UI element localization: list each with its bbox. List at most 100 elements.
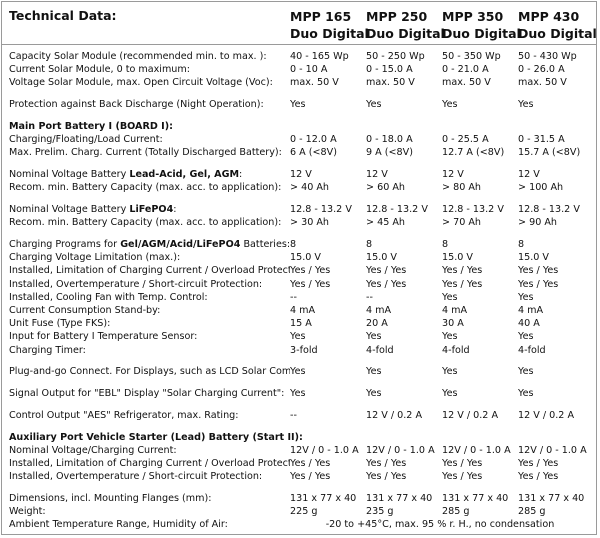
spec-value: Yes [442, 331, 458, 343]
spec-value: Yes [518, 366, 534, 378]
spec-value: Yes / Yes [442, 471, 483, 483]
spec-value: max. 50 V [518, 77, 567, 89]
spec-label: Current Consumption Stand-by: [9, 304, 161, 316]
model-name: Duo Digital [366, 26, 445, 41]
spec-label: Charging Voltage Limitation (max.): [9, 252, 181, 264]
label-part: Nominal Voltage Battery [9, 169, 130, 181]
spec-value: 131 x 77 x 40 [442, 493, 509, 504]
spec-label: Installed, Limitation of Charging Curren… [9, 265, 290, 277]
spec-value: Yes [442, 388, 458, 400]
spec-row: Installed, Overtemperature / Short-circu… [2, 278, 596, 291]
spec-value: 225 g [290, 506, 318, 518]
model-name: MPP 350 [442, 9, 504, 24]
spec-value: 0 - 18.0 A [366, 134, 413, 146]
spec-label: Signal Output for "EBL" Display "Solar C… [9, 388, 285, 400]
spec-label: Ambient Temperature Range, Humidity of A… [9, 519, 228, 531]
spec-value: Yes / Yes [442, 265, 483, 277]
spec-row: Installed, Limitation of Charging Curren… [2, 457, 596, 470]
spec-value: 15.0 V [442, 252, 473, 264]
spec-value: 12V / 0 - 1.0 A [442, 444, 511, 456]
spec-value: 15.0 V [366, 252, 397, 264]
model-name: Duo Digital [442, 26, 521, 41]
spec-row: Nominal Voltage Battery LiFePO4: 12.8 - 1… [2, 203, 596, 216]
spec-value: 8 [290, 239, 297, 251]
spec-value: 12 V [366, 169, 388, 181]
spec-row: Charging Voltage Limitation (max.): 15.0 … [2, 251, 596, 264]
table-header: Technical Data: MPP 165 Duo Digital MPP 25… [2, 2, 597, 45]
spec-row: Weight: 225 g 235 g 285 g 285 g [2, 505, 596, 518]
label-part: Lead-Acid, Gel, AGM [129, 169, 240, 181]
spec-value: max. 50 V [290, 77, 339, 89]
spec-value: 12 V / 0.2 A [366, 409, 423, 421]
row-group: Main Port Battery I (BOARD I): Charging/F… [2, 120, 596, 160]
row-group: Nominal Voltage Battery Lead-Acid, Gel, … [2, 168, 596, 194]
spec-row: Control Output "AES" Refrigerator, max. … [2, 409, 596, 422]
spec-value: 131 x 77 x 40 [290, 493, 357, 504]
spec-value: Yes [290, 99, 306, 111]
row-group: Plug-and-go Connect. For Displays, such … [2, 365, 596, 378]
spec-row: Protection against Back Discharge (Night… [2, 98, 596, 111]
spec-value: > 40 Ah [290, 182, 329, 194]
spec-row: Signal Output for "EBL" Display "Solar C… [2, 387, 596, 400]
row-group: Charging Programs for Gel/AGM/Acid/LiFeP… [2, 238, 596, 357]
spec-label: Charging/Floating/Load Current: [9, 134, 163, 146]
spec-row: Plug-and-go Connect. For Displays, such … [2, 365, 596, 378]
spec-value: 12 V [290, 169, 312, 181]
spec-label: Voltage Solar Module, max. Open Circuit … [9, 77, 273, 89]
spec-value: 0 - 15.0 A [366, 64, 413, 76]
spec-value: 0 - 21.0 A [442, 64, 489, 76]
spec-value: > 30 Ah [290, 217, 329, 229]
spec-value: 30 A [442, 318, 464, 330]
spec-value: Yes [290, 331, 306, 343]
spec-value: Yes / Yes [442, 458, 483, 470]
spec-row: Installed, Overtemperature / Short-circu… [2, 470, 596, 483]
spec-value: 12V / 0 - 1.0 A [518, 444, 587, 456]
spec-value: Yes [518, 99, 534, 111]
spec-value: Yes [442, 291, 458, 303]
spec-row: Charging Programs for Gel/AGM/Acid/LiFeP… [2, 238, 596, 251]
spec-value: Yes [290, 388, 306, 400]
spec-row: Unit Fuse (Type FKS): 15 A 20 A 30 A 40 A [2, 317, 596, 330]
model-name: Duo Digital [290, 26, 369, 41]
spec-row: Current Consumption Stand-by: 4 mA 4 mA 4 m… [2, 304, 596, 317]
spec-value: Yes / Yes [366, 471, 407, 483]
spec-label: Capacity Solar Module (recommended min. … [9, 51, 267, 62]
spec-value: Yes / Yes [518, 278, 559, 290]
spec-row: Current Solar Module, 0 to maximum: 0 - 1… [2, 63, 596, 76]
spec-value: 40 - 165 Wp [290, 51, 349, 62]
spec-value: 4 mA [442, 304, 468, 316]
model-header: MPP 250 Duo Digital [366, 2, 445, 44]
spec-value: 50 - 250 Wp [366, 51, 425, 62]
spec-value: 8 [366, 239, 373, 251]
label-part: LiFePO4 [129, 204, 174, 216]
spec-value: Yes / Yes [518, 265, 559, 277]
model-header: MPP 430 Duo Digital [518, 2, 597, 44]
spec-value: Yes / Yes [518, 471, 559, 483]
spec-row: Charging Timer: 3-fold 4-fold 4-fold 4-fold [2, 344, 596, 357]
section-heading: Auxiliary Port Vehicle Starter (Lead) Ba… [9, 431, 303, 443]
spec-value: 285 g [518, 506, 546, 518]
spec-row: Ambient Temperature Range, Humidity of A… [2, 518, 596, 531]
spec-value: 4 mA [290, 304, 316, 316]
row-group: Auxiliary Port Vehicle Starter (Lead) Ba… [2, 431, 596, 484]
spec-value: 4 mA [366, 304, 392, 316]
spec-value: > 70 Ah [442, 217, 481, 229]
spec-label: Dimensions, incl. Mounting Flanges (mm): [9, 493, 212, 504]
spec-label: Weight: [9, 506, 46, 518]
spec-row: Recom. min. Battery Capacity (max. acc. … [2, 216, 596, 229]
spec-value: Yes / Yes [290, 458, 331, 470]
spec-value: Yes / Yes [442, 278, 483, 290]
spec-value: > 60 Ah [366, 182, 405, 194]
spec-label: Current Solar Module, 0 to maximum: [9, 64, 190, 76]
spec-value: 40 A [518, 318, 540, 330]
row-group: Control Output "AES" Refrigerator, max. … [2, 409, 596, 422]
spec-value: max. 50 V [366, 77, 415, 89]
spec-label: Installed, Overtemperature / Short-circu… [9, 278, 263, 290]
spec-value: 12 V [518, 169, 540, 181]
spec-value: Yes [366, 99, 382, 111]
spec-value: Yes / Yes [290, 471, 331, 483]
spec-value-span: -20 to +45°C, max. 95 % r. H., no conden… [325, 519, 555, 531]
spec-value: 15.0 V [290, 252, 321, 264]
label-part: : [239, 169, 243, 181]
